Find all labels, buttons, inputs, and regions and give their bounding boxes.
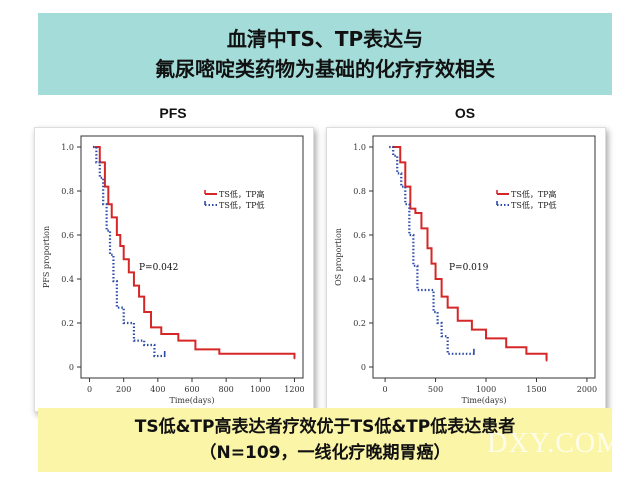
title-line-2: 氟尿嘧啶类药物为基础的化疗疗效相关 <box>155 57 495 81</box>
y-axis-label: PFS proportion <box>42 226 51 288</box>
x-tick-label: 600 <box>184 385 199 394</box>
y-tick-label: 0.6 <box>61 231 74 240</box>
y-tick-label: 0.2 <box>61 319 74 328</box>
x-tick-label: 400 <box>150 385 165 394</box>
x-axis-label: Time(days) <box>462 396 507 405</box>
legend-label-2: TS低，TP低 <box>219 200 265 210</box>
pfs-panel-title: PFS <box>159 105 187 121</box>
y-tick-label: 0 <box>69 363 74 372</box>
conclusion-line-2: （N=109，一线化疗晚期胃癌） <box>199 443 451 463</box>
os-chart: 0 0.2 0.4 0.6 0.8 1.0 0 500 1000 1500 2000 Time(day… <box>334 135 597 405</box>
legend-label-1: TS低，TP高 <box>219 189 265 199</box>
conclusion-line-1: TS低&TP高表达者疗效优于TS低&TP低表达患者 <box>134 417 516 437</box>
x-tick-label: 1200 <box>284 385 304 394</box>
x-tick-label: 2000 <box>577 385 597 394</box>
conclusion-banner: TS低&TP高表达者疗效优于TS低&TP低表达患者 （N=109，一线化疗晚期胃… <box>38 408 612 472</box>
x-tick-label: 0 <box>87 385 92 394</box>
pfs-panel: PFS 0 0.2 0.4 0.6 0.8 1.0 0 200 400 600 800 1000 120… <box>34 105 314 412</box>
os-chart-frame: 0 0.2 0.4 0.6 0.8 1.0 0 500 1000 1500 2000 Time(day… <box>326 127 606 412</box>
x-tick-label: 800 <box>219 385 234 394</box>
y-tick-label: 0.4 <box>61 275 74 284</box>
x-tick-label: 0 <box>383 385 388 394</box>
y-axis-label: OS proportion <box>334 228 343 286</box>
title-banner: 血清中TS、TP表达与 氟尿嘧啶类药物为基础的化疗疗效相关 <box>38 13 612 95</box>
x-tick-label: 500 <box>428 385 443 394</box>
y-tick-label: 1.0 <box>61 143 74 152</box>
p-value-label: P=0.042 <box>139 263 178 273</box>
legend-label-1: TS低，TP高 <box>511 189 557 199</box>
title-line-1: 血清中TS、TP表达与 <box>226 27 424 51</box>
y-tick-label: 0.8 <box>61 187 74 196</box>
pfs-chart-frame: 0 0.2 0.4 0.6 0.8 1.0 0 200 400 600 800 1000 1200 Tim… <box>34 127 314 412</box>
os-panel: OS 0 0.2 0.4 0.6 0.8 1.0 0 500 1000 1500 2000 Time(… <box>326 105 606 412</box>
x-tick-label: 1000 <box>476 385 496 394</box>
x-tick-label: 1500 <box>526 385 546 394</box>
y-tick-label: 0.8 <box>353 187 366 196</box>
os-panel-title: OS <box>454 105 476 121</box>
x-tick-label: 1000 <box>250 385 270 394</box>
y-tick-label: 0.6 <box>353 231 366 240</box>
watermark-logo: DXY.COM <box>487 428 622 459</box>
x-axis-label: Time(days) <box>170 396 215 405</box>
x-tick-label: 200 <box>116 385 131 394</box>
plot-frame <box>372 135 596 379</box>
km-curve-series-2 <box>389 145 474 355</box>
y-tick-label: 0 <box>361 363 366 372</box>
legend-label-2: TS低，TP低 <box>511 200 557 210</box>
y-tick-label: 1.0 <box>353 143 366 152</box>
y-tick-label: 0.2 <box>353 319 366 328</box>
km-curve-series-1 <box>392 146 548 361</box>
km-curve-series-1 <box>94 146 296 359</box>
km-curve-series-2 <box>92 145 165 358</box>
pfs-chart: 0 0.2 0.4 0.6 0.8 1.0 0 200 400 600 800 1000 1200 Tim… <box>42 135 305 405</box>
y-tick-label: 0.4 <box>353 275 366 284</box>
p-value-label: P=0.019 <box>449 263 489 273</box>
